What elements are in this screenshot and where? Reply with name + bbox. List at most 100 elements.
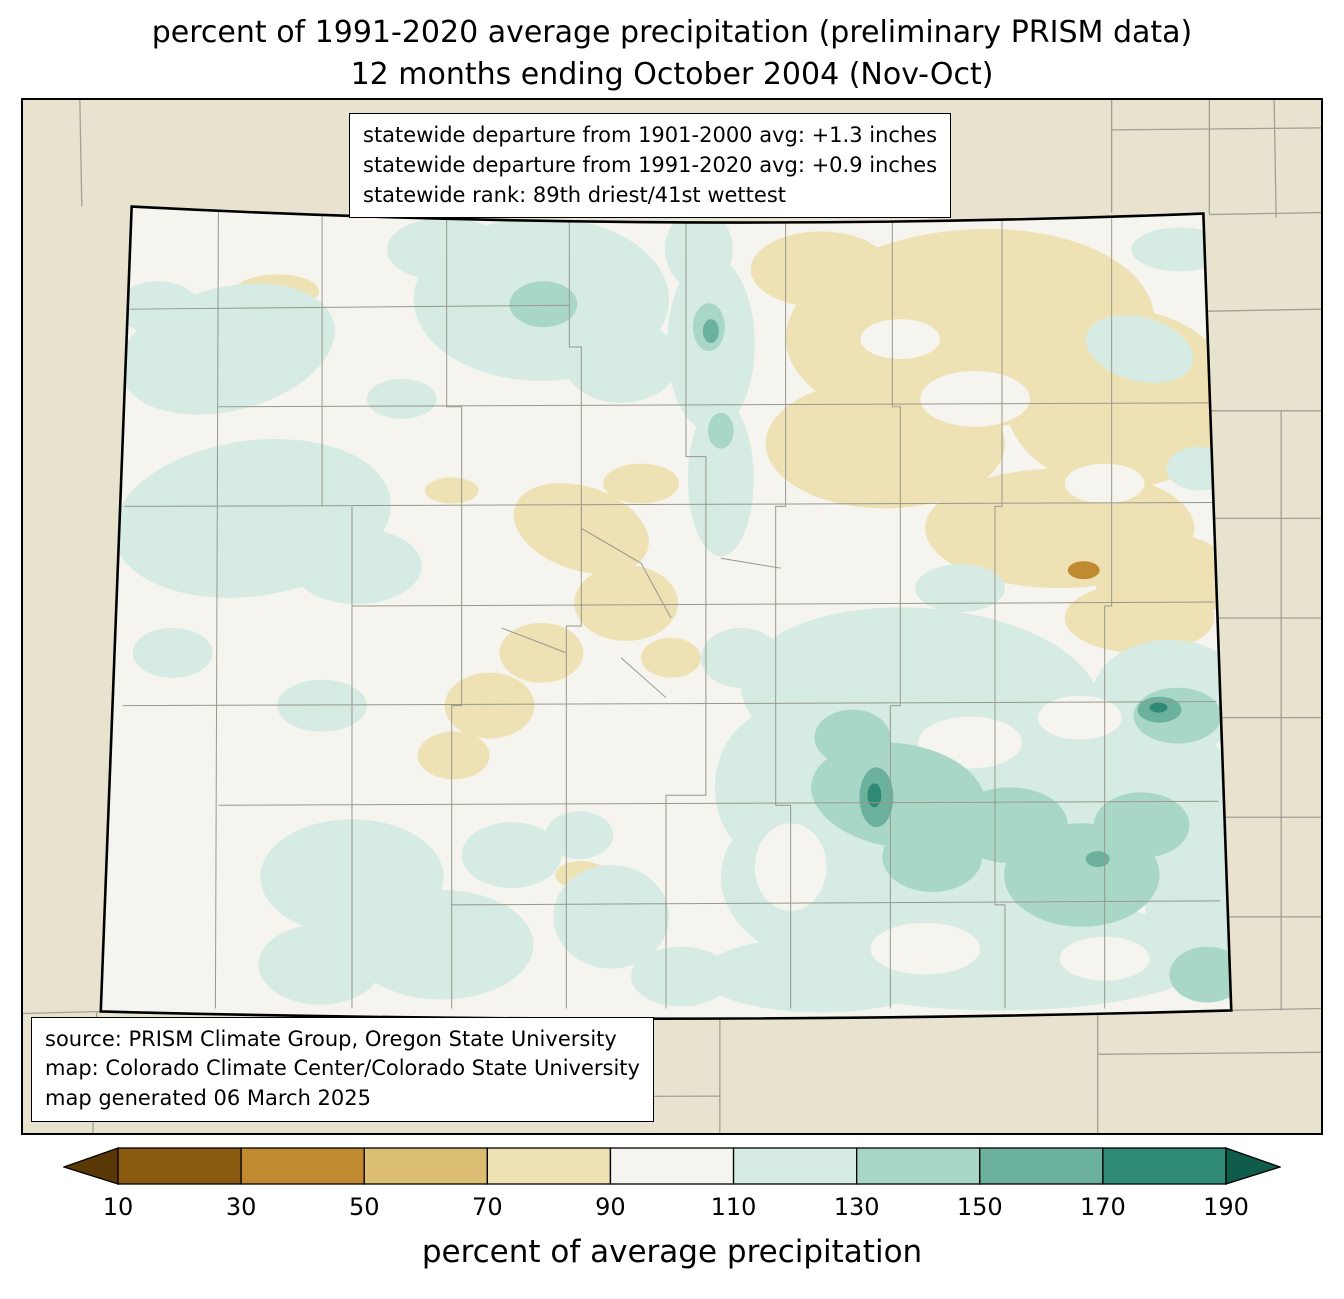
colorbar-label: percent of average precipitation	[421, 1234, 923, 1270]
precip-region	[115, 281, 200, 334]
boundary-line	[23, 1010, 101, 1015]
precip-region	[132, 627, 213, 678]
stats-line-2: statewide departure from 1991-2020 avg: …	[363, 152, 938, 177]
boundary-line	[665, 213, 707, 1009]
precip-region	[1085, 315, 1194, 383]
precip-region	[424, 477, 479, 504]
precip-region	[1093, 792, 1190, 859]
boundary-line	[351, 601, 1215, 607]
title-line-2: 12 months ending October 2004 (Nov-Oct)	[350, 57, 994, 92]
source-line-2: map: Colorado Climate Center/Colorado St…	[45, 1056, 640, 1081]
colorbar-segment	[979, 1147, 1104, 1185]
colorbar-right-arrow	[1225, 1147, 1281, 1185]
boundary-line	[1111, 127, 1321, 131]
county-boundaries	[122, 209, 1221, 1009]
boundary-line	[214, 209, 219, 1009]
precip-region	[811, 742, 986, 849]
colorbar-segment	[609, 1147, 735, 1185]
boundary-line	[581, 527, 672, 619]
precip-region	[631, 946, 731, 1007]
precip-region	[882, 822, 983, 892]
colorbar-tick: 130	[833, 1193, 880, 1221]
title-line-1: percent of 1991-2020 average precipitati…	[151, 15, 1193, 50]
page-title: percent of 1991-2020 average precipitati…	[0, 12, 1344, 96]
colorbar-tick: 150	[956, 1193, 1003, 1221]
colorbar-gradient	[63, 1147, 1281, 1185]
precip-region	[714, 709, 847, 866]
boundary-line	[1104, 217, 1113, 1009]
precip-region	[1169, 946, 1232, 1003]
colorbar-segment	[1102, 1147, 1227, 1185]
boundary-line	[720, 557, 781, 569]
source-attribution-box: source: PRISM Climate Group, Oregon Stat…	[31, 1016, 654, 1122]
colorbar-tick: 190	[1203, 1193, 1249, 1221]
boundary-line	[218, 800, 1219, 806]
map-canvas: statewide departure from 1901-2000 avg: …	[21, 98, 1323, 1135]
tan-region-white-holes	[860, 319, 1145, 504]
precip-region	[1085, 851, 1110, 868]
precip-region	[707, 412, 734, 449]
boundary-line	[501, 627, 567, 654]
precip-region	[366, 378, 437, 419]
precip-region	[702, 319, 719, 344]
colorbar-tick: 110	[710, 1193, 757, 1221]
precip-region	[920, 370, 1030, 427]
colorbar-segment	[732, 1147, 858, 1185]
precip-region	[687, 400, 754, 557]
colorbar-tick: 10	[102, 1193, 134, 1221]
stats-line-1: statewide departure from 1901-2000 avg: …	[363, 123, 938, 147]
colorbar-tick-row: 10 30 50 70 90 110 130 150 170 190	[63, 1193, 1281, 1227]
precip-region	[814, 709, 891, 766]
precip-region	[870, 922, 981, 975]
precip-regions-teal-130-150	[509, 281, 1232, 1003]
colorbar-segment	[486, 1147, 612, 1185]
boundary-line	[565, 212, 582, 1009]
precip-region	[867, 783, 882, 808]
precip-region	[417, 731, 490, 780]
precip-region	[665, 209, 733, 290]
boundary-line	[122, 701, 1217, 707]
colorbar-tick: 50	[348, 1193, 380, 1221]
colorado-interior	[100, 206, 1232, 1019]
precip-region	[258, 924, 382, 1005]
precip-region	[277, 679, 367, 732]
precip-region	[553, 865, 670, 969]
boundary-line	[79, 100, 83, 207]
colorado-precip-map	[23, 100, 1321, 1133]
precip-region	[1037, 695, 1122, 740]
boundary-line	[620, 657, 667, 699]
boundary-line	[124, 501, 1213, 507]
colorbar-segment	[363, 1147, 488, 1185]
colorbar-tick: 70	[472, 1193, 503, 1221]
precip-region	[1064, 463, 1145, 504]
precip-region-brown-spot	[1067, 561, 1100, 580]
colorbar-tick: 30	[225, 1193, 257, 1221]
boundary-line	[126, 304, 570, 310]
boundary-line	[451, 900, 1221, 906]
precip-region	[750, 231, 891, 308]
precip-region	[641, 637, 701, 678]
boundary-line	[1097, 1051, 1321, 1055]
precip-region	[292, 528, 422, 605]
precip-region	[603, 463, 679, 504]
boundary-line	[1221, 1007, 1321, 1012]
colorbar-segment	[117, 1147, 242, 1185]
precip-region	[349, 889, 534, 1000]
precip-region	[563, 319, 679, 403]
boundary-line	[218, 402, 1211, 408]
colorbar-segment	[856, 1147, 981, 1185]
precip-region	[545, 811, 614, 860]
precip-region	[860, 319, 941, 359]
boundary-line	[994, 216, 1006, 1009]
precip-region	[1064, 583, 1215, 653]
boundary-line	[889, 215, 901, 1009]
colorbar-tick: 170	[1079, 1193, 1126, 1221]
precip-region	[700, 627, 781, 688]
precip-region	[509, 281, 578, 328]
source-line-1: source: PRISM Climate Group, Oregon Stat…	[45, 1026, 617, 1051]
colorbar-tick: 90	[595, 1193, 626, 1221]
statewide-stats-box: statewide departure from 1901-2000 avg: …	[349, 113, 952, 219]
teal-region-white-holes	[754, 695, 1150, 981]
boundary-line	[775, 214, 792, 1009]
